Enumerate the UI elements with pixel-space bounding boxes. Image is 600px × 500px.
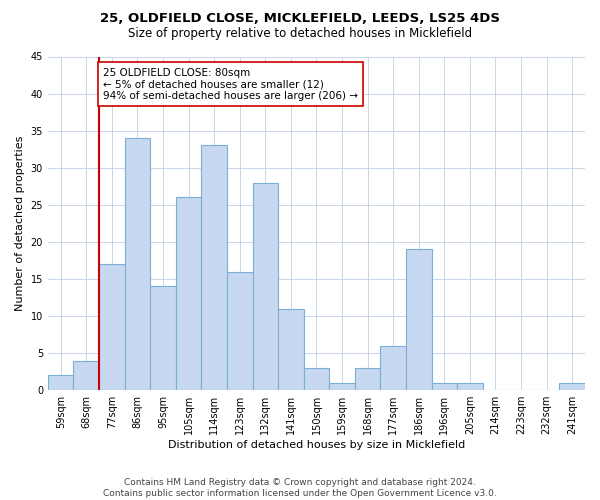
- Bar: [457, 383, 482, 390]
- Bar: [48, 376, 73, 390]
- Bar: [329, 383, 355, 390]
- X-axis label: Distribution of detached houses by size in Micklefield: Distribution of detached houses by size …: [168, 440, 465, 450]
- Text: Contains HM Land Registry data © Crown copyright and database right 2024.
Contai: Contains HM Land Registry data © Crown c…: [103, 478, 497, 498]
- Bar: [431, 383, 457, 390]
- Bar: [406, 250, 431, 390]
- Bar: [253, 182, 278, 390]
- Text: Size of property relative to detached houses in Micklefield: Size of property relative to detached ho…: [128, 28, 472, 40]
- Bar: [278, 308, 304, 390]
- Bar: [99, 264, 125, 390]
- Bar: [355, 368, 380, 390]
- Bar: [202, 146, 227, 390]
- Text: 25, OLDFIELD CLOSE, MICKLEFIELD, LEEDS, LS25 4DS: 25, OLDFIELD CLOSE, MICKLEFIELD, LEEDS, …: [100, 12, 500, 26]
- Bar: [150, 286, 176, 390]
- Bar: [73, 360, 99, 390]
- Bar: [380, 346, 406, 390]
- Bar: [559, 383, 585, 390]
- Bar: [227, 272, 253, 390]
- Bar: [176, 198, 202, 390]
- Text: 25 OLDFIELD CLOSE: 80sqm
← 5% of detached houses are smaller (12)
94% of semi-de: 25 OLDFIELD CLOSE: 80sqm ← 5% of detache…: [103, 68, 358, 101]
- Bar: [304, 368, 329, 390]
- Bar: [125, 138, 150, 390]
- Y-axis label: Number of detached properties: Number of detached properties: [15, 136, 25, 311]
